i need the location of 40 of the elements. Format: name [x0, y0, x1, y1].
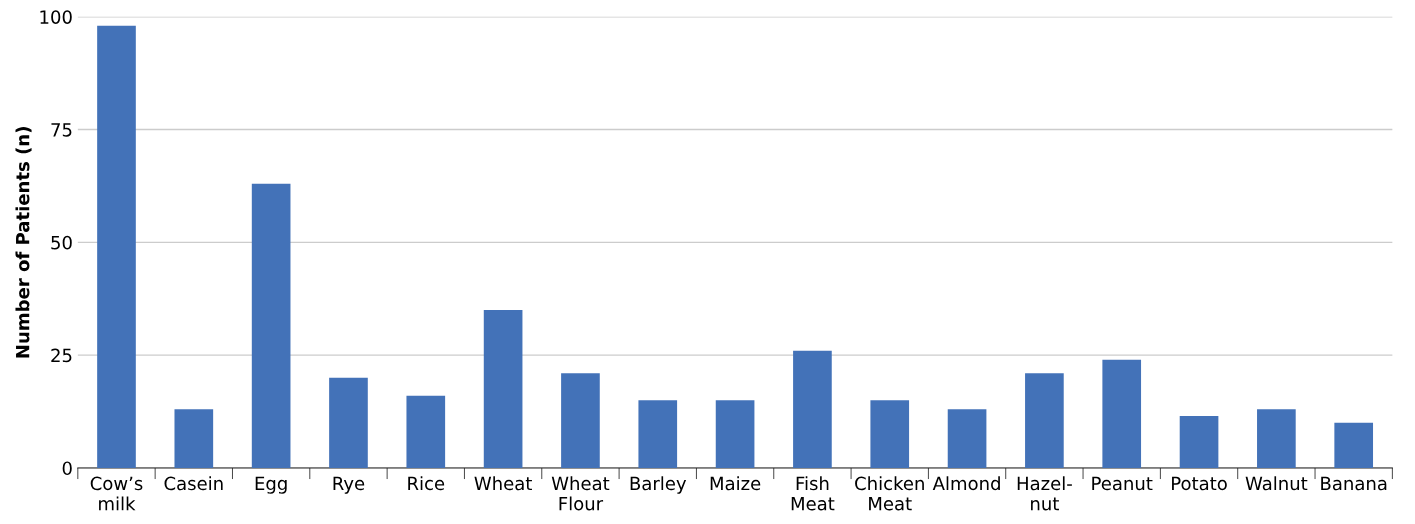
x-tick-label: Peanut: [1092, 476, 1153, 491]
y-tick-label: 50: [51, 235, 72, 250]
bar: [1257, 409, 1296, 468]
bar: [1179, 416, 1219, 468]
y-tick-label: 0: [62, 461, 72, 476]
x-tick-label: Almond: [932, 476, 1000, 491]
x-tick-label: Rice: [408, 476, 445, 491]
bar: [1102, 359, 1142, 468]
bar: [1025, 373, 1064, 468]
bar: [715, 400, 755, 468]
y-tick-label: 25: [51, 348, 72, 363]
bar: [483, 310, 523, 468]
x-tick-label: Potato: [1172, 476, 1227, 491]
bar: [870, 400, 910, 468]
x-tick-label: Casein: [164, 476, 223, 491]
x-tick-label: Cow’s milk: [90, 476, 143, 511]
x-tick-label: Barley: [630, 476, 687, 494]
bar: [947, 409, 987, 468]
bar: [251, 183, 291, 468]
y-tick-label: 75: [51, 123, 72, 137]
x-tick-label: Rye: [333, 476, 365, 494]
bar: [406, 395, 446, 468]
bar: [561, 373, 600, 468]
bar: [329, 377, 368, 468]
bar: [1334, 422, 1374, 468]
bar: [97, 25, 136, 468]
x-tick-label: Chicken Meat: [855, 476, 924, 511]
y-axis-title: Number of Patients (n): [15, 127, 32, 358]
x-tick-label: Fish Meat: [791, 476, 835, 511]
bar: [638, 400, 678, 468]
x-tick-label: Wheat Flour: [551, 476, 610, 511]
x-tick-label: Egg: [255, 476, 287, 494]
bar: [793, 350, 832, 468]
y-tick-label: 100: [40, 10, 72, 24]
x-tick-label: Wheat: [474, 476, 532, 491]
x-tick-label: Walnut: [1245, 476, 1308, 491]
x-tick-label: Maize: [710, 476, 761, 491]
bar: [174, 409, 214, 468]
x-tick-label: Hazel- nut: [1017, 476, 1072, 511]
x-tick-label: Banana: [1321, 476, 1387, 491]
